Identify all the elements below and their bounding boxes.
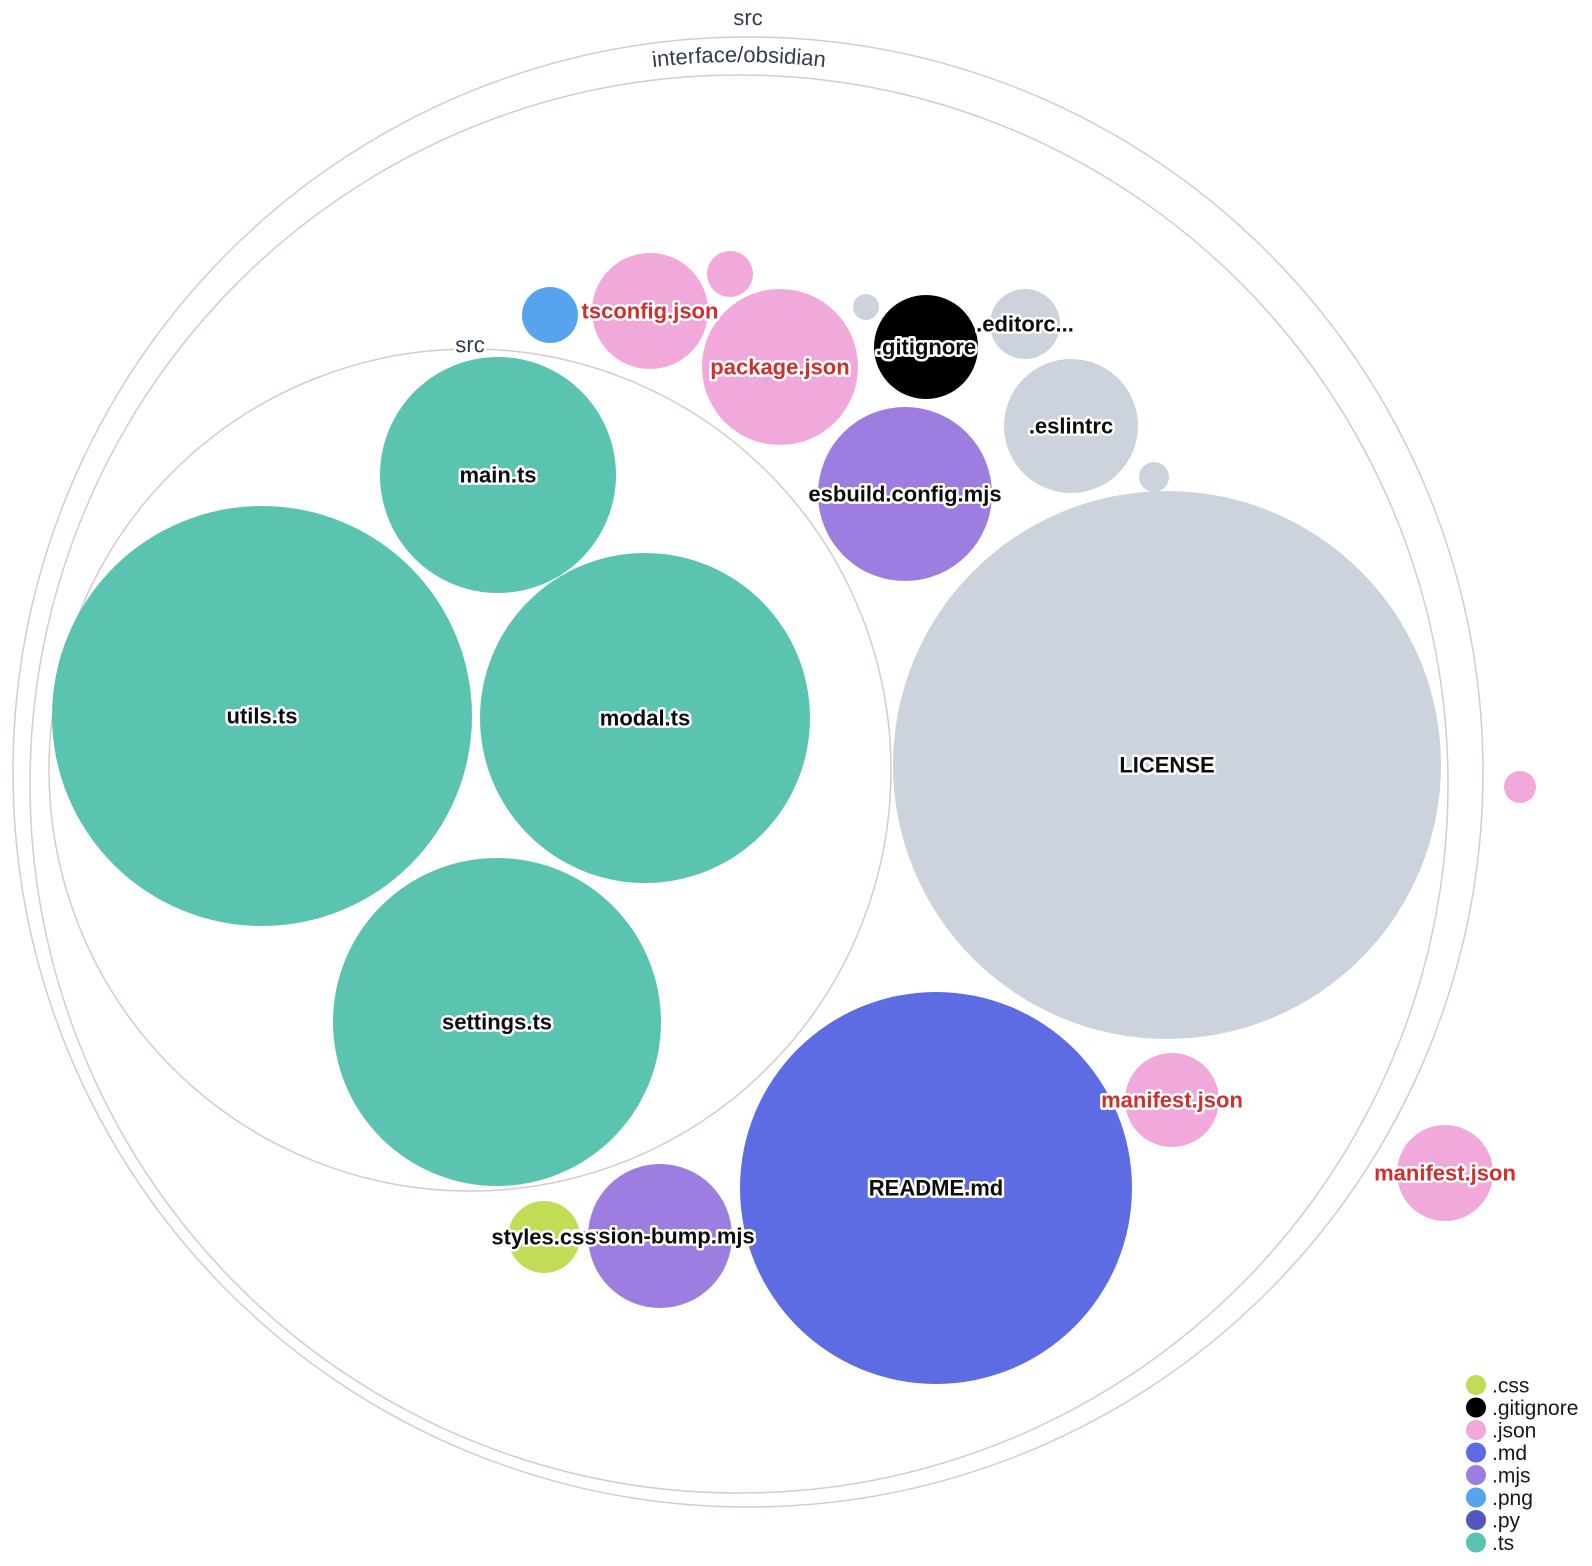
legend-dot-mjs [1466,1465,1486,1485]
file-bubble-esbuild-config-mjs[interactable] [818,407,992,581]
folder-label-src-0: src [733,5,763,30]
file-bubble-editorc[interactable] [990,289,1060,359]
legend-item-gitignore: .gitignore [1466,1397,1578,1420]
file-bubble-utils-ts[interactable] [52,506,472,926]
legend-label-png: .png [1492,1487,1533,1510]
file-bubble-manifest-json[interactable] [1397,1125,1493,1221]
file-bubble-version-bump-mjs[interactable] [588,1164,732,1308]
file-bubble-modal-ts[interactable] [480,553,810,883]
file-bubble-eslintrc[interactable] [1004,359,1138,493]
file-bubble-tsconfig-json[interactable] [592,253,708,369]
file-bubble-license[interactable] [893,491,1441,1039]
legend-label-css: .css [1492,1374,1529,1397]
legend-item-json: .json [1466,1419,1536,1442]
file-bubble-manifest-json[interactable] [1125,1053,1219,1147]
file-bubble-other-file[interactable] [853,294,879,320]
file-bubble-readme-md[interactable] [740,992,1132,1384]
legend-item-ts: .ts [1466,1532,1514,1555]
file-bubble-json-file[interactable] [707,251,753,297]
file-bubble-png-file[interactable] [522,287,578,343]
file-bubble-styles-css[interactable] [508,1201,580,1273]
file-bubble-settings-ts[interactable] [333,858,661,1186]
legend-dot-gitignore [1466,1397,1486,1418]
legend-label-py: .py [1492,1509,1521,1532]
legend-label-md: .md [1492,1442,1527,1465]
legend-dot-json [1466,1420,1486,1440]
file-bubble-json-file[interactable] [1504,771,1536,803]
file-bubble-package-json[interactable] [702,289,858,445]
extension-legend: .css.gitignore.json.md.mjs.png.py.ts [1466,1374,1578,1555]
legend-item-md: .md [1466,1442,1527,1465]
legend-label-mjs: .mjs [1492,1464,1531,1487]
legend-dot-md [1466,1442,1486,1463]
legend-label-gitignore: .gitignore [1492,1397,1578,1420]
legend-item-png: .png [1466,1487,1533,1510]
legend-label-ts: .ts [1492,1532,1514,1555]
file-bubble-main-ts[interactable] [380,357,616,593]
legend-item-py: .py [1466,1509,1521,1532]
legend-dot-css [1466,1375,1486,1395]
legend-label-json: .json [1492,1419,1536,1442]
file-bubble-other-file[interactable] [1139,462,1169,492]
legend-dot-png [1466,1487,1486,1508]
legend-dot-ts [1466,1532,1486,1553]
legend-item-css: .css [1466,1374,1529,1397]
legend-item-mjs: .mjs [1466,1464,1531,1487]
legend-dot-py [1466,1510,1486,1530]
file-bubble-gitignore[interactable] [874,295,978,399]
folder-label-text-src-0: src [731,3,765,32]
